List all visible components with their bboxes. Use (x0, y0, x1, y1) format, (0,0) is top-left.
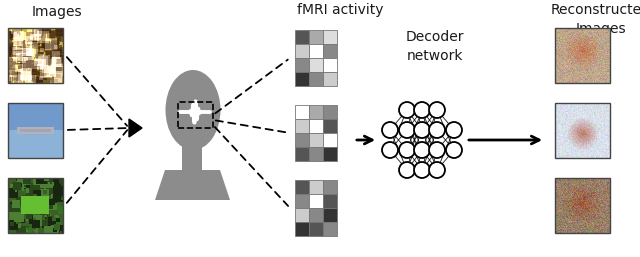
Bar (295, 44, 309, 58)
Bar (309, 58, 323, 72)
Bar (323, 58, 337, 72)
Bar (309, 194, 323, 208)
Bar (295, 222, 309, 236)
Polygon shape (168, 122, 175, 132)
Circle shape (399, 122, 415, 138)
Bar (323, 133, 337, 147)
Polygon shape (129, 119, 142, 137)
Text: Images: Images (32, 5, 83, 19)
Bar (555, 178, 610, 233)
Text: Decoder
network: Decoder network (406, 30, 464, 63)
Bar (309, 208, 323, 222)
Bar (295, 72, 309, 86)
Text: fMRI activity: fMRI activity (297, 3, 383, 17)
Bar (8, 28, 63, 83)
Bar (309, 105, 323, 119)
Circle shape (414, 162, 430, 178)
Circle shape (429, 122, 445, 138)
Bar (309, 44, 323, 58)
Circle shape (414, 122, 430, 138)
Bar (295, 194, 309, 208)
Bar (323, 72, 337, 86)
Bar (295, 119, 309, 133)
Circle shape (429, 142, 445, 158)
Circle shape (446, 142, 462, 158)
Bar (295, 30, 309, 44)
Circle shape (399, 162, 415, 178)
Ellipse shape (166, 70, 221, 150)
Bar (555, 103, 610, 158)
Circle shape (414, 102, 430, 118)
Bar (8, 178, 63, 233)
Bar (295, 133, 309, 147)
Bar (309, 147, 323, 161)
Bar (323, 180, 337, 194)
Circle shape (399, 142, 415, 158)
Bar (309, 30, 323, 44)
Bar (555, 28, 610, 83)
Bar (309, 180, 323, 194)
Circle shape (382, 122, 398, 138)
Bar (309, 72, 323, 86)
Polygon shape (155, 170, 230, 200)
Bar (295, 58, 309, 72)
Bar (295, 208, 309, 222)
Circle shape (382, 142, 398, 158)
Bar (182, 140, 202, 170)
Bar (323, 30, 337, 44)
Bar (323, 194, 337, 208)
Bar (309, 133, 323, 147)
Circle shape (414, 142, 430, 158)
Bar (323, 44, 337, 58)
Circle shape (429, 162, 445, 178)
Circle shape (399, 102, 415, 118)
Bar (323, 147, 337, 161)
Circle shape (446, 122, 462, 138)
Bar (295, 105, 309, 119)
Bar (323, 208, 337, 222)
Bar (178, 102, 213, 128)
Bar (295, 180, 309, 194)
Bar (323, 105, 337, 119)
Bar (309, 119, 323, 133)
Bar (309, 222, 323, 236)
Bar (8, 103, 63, 158)
Text: Reconstructed
Images: Reconstructed Images (551, 3, 640, 36)
Bar (323, 119, 337, 133)
Bar (323, 222, 337, 236)
Bar (295, 147, 309, 161)
Circle shape (429, 102, 445, 118)
